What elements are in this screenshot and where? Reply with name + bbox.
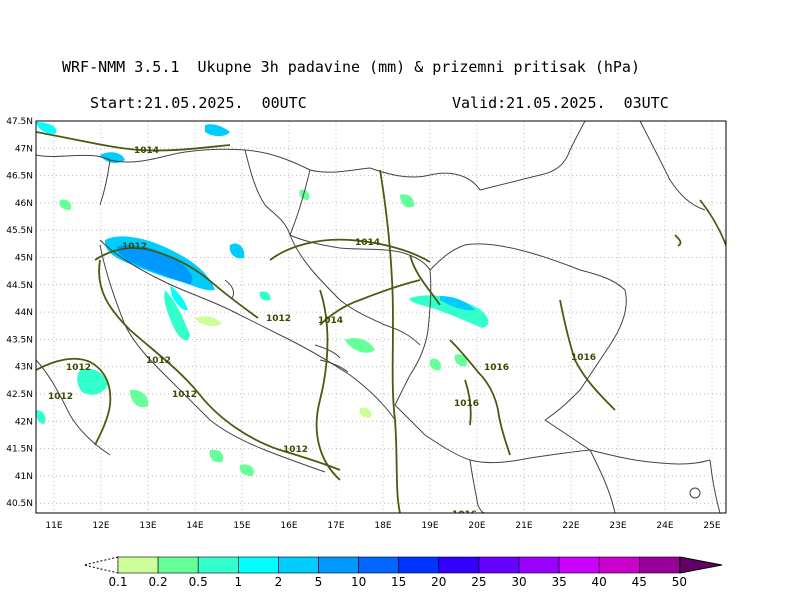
colorbar-label: 20 [431,575,446,589]
colorbar-label: 0.5 [189,575,208,589]
lon-label: 20E [468,521,485,531]
lon-label: 14E [186,521,203,531]
colorbar-label: 15 [391,575,406,589]
lat-label: 44.5N [6,281,33,291]
lat-label: 45.5N [6,226,33,236]
colorbar-label: 50 [672,575,687,589]
colorbar-swatch [438,556,480,574]
lon-label: 23E [609,521,626,531]
colorbar-high-arrow [679,556,723,574]
lat-label: 41N [15,472,33,482]
isobar-label: 1012 [283,445,308,455]
colorbar-swatch [197,556,239,574]
lon-label: 16E [280,521,297,531]
colorbar-low-arrow [83,556,119,574]
colorbar-swatch [278,556,319,574]
isobar-lines [36,131,726,513]
isobar-label: 1012 [266,314,291,324]
country-borders [36,121,721,513]
colorbar-label: 45 [632,575,647,589]
isobar-label: 1014 [318,316,343,326]
lon-label: 17E [327,521,344,531]
lat-label: 46N [15,199,33,209]
colorbar-swatch [117,556,159,574]
precipitation-fields [36,122,489,476]
lat-label: 46.5N [6,172,33,182]
lat-label: 42.5N [6,390,33,400]
colorbar-label: 35 [551,575,566,589]
valid-time: Valid:21.05.2025. 03UTC [452,94,669,112]
colorbar-swatch [358,556,400,574]
lat-label: 43.5N [6,335,33,345]
longitude-labels: 11E 12E 13E 14E 15E 16E 17E 18E 19E 20E 21E 22E 23E 2… [45,521,720,531]
isobar-label: 1016 [452,510,477,520]
lat-label: 41.5N [6,445,33,455]
latitude-labels: 47.5N 47N 46.5N 46N 45.5N 45N 44.5N 44N 43.5N 43N… [6,117,33,509]
lon-label: 25E [703,521,720,531]
lon-label: 12E [92,521,109,531]
colorbar-swatch [558,556,600,574]
lat-label: 47.5N [6,117,33,127]
colorbar-swatch [478,556,520,574]
lon-label: 13E [139,521,156,531]
lon-label: 24E [656,521,673,531]
colorbar-label: 0.2 [149,575,168,589]
isobar-label: 1014 [355,238,380,248]
lat-label: 43N [15,363,33,373]
colorbar-swatch [598,556,640,574]
isobar-label: 1012 [172,390,197,400]
lat-label: 47N [15,144,33,154]
map-frame [35,120,727,514]
isobar-label: 1014 [134,146,159,156]
colorbar-swatch [398,556,440,574]
colorbar-swatch [638,556,680,574]
colorbar-label: 30 [511,575,526,589]
lat-label: 45N [15,254,33,264]
colorbar-label: 10 [351,575,366,589]
start-time: Start:21.05.2025. 00UTC [90,94,307,112]
isobar-label: 1016 [571,353,596,363]
colorbar-label: 25 [471,575,486,589]
colorbar-swatch [518,556,560,574]
lat-label: 40.5N [6,499,33,509]
lon-label: 21E [515,521,532,531]
colorbar-label: 1 [234,575,242,589]
colorbar-swatch [318,556,359,574]
lon-label: 18E [374,521,391,531]
lon-label: 22E [562,521,579,531]
chart-title: WRF-NMM 3.5.1 Ukupne 3h padavine (mm) & … [62,58,640,76]
colorbar-label: 0.1 [108,575,127,589]
isobar-label: 1012 [66,363,91,373]
colorbar: 0.1 0.2 0.5 1 2 5 10 15 20 25 30 35 40 45 50 [83,556,723,589]
isobar-label: 1012 [48,392,73,402]
lon-label: 11E [45,521,62,531]
isobar-label: 1016 [484,363,509,373]
colorbar-label: 2 [275,575,283,589]
isobar-label: 1012 [146,356,171,366]
lon-label: 19E [421,521,438,531]
isobar-labels: 1014 1012 1012 1014 1014 1012 1012 1012 … [48,146,596,520]
lon-label: 15E [233,521,250,531]
colorbar-swatch [157,556,199,574]
isobar-label: 1016 [454,399,479,409]
lat-label: 44N [15,308,33,318]
colorbar-swatch [238,556,279,574]
lat-label: 42N [15,417,33,427]
colorbar-label: 40 [592,575,607,589]
colorbar-label: 5 [315,575,323,589]
isobar-label: 1012 [122,242,147,252]
